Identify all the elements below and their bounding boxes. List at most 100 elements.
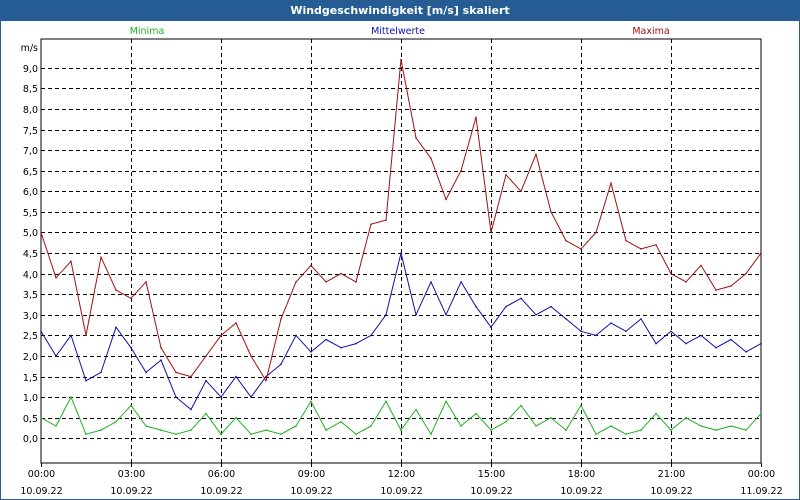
legend: Minima Mittelwerte Maxima	[130, 26, 670, 37]
data-point-mittelwerte	[520, 297, 522, 300]
data-point-mittelwerte	[115, 326, 117, 329]
data-point-minima	[445, 400, 447, 403]
wind-speed-chart: 0,0 0,5 1,0 1,5 2,0 2,5 3,0 3,5 4,0 4,5 5,0 5,5 6,0 6…	[20, 26, 783, 497]
y-tick-label: 3,0	[23, 311, 38, 322]
data-point-mittelwerte	[70, 334, 72, 337]
x-tick-date: 10.09.22	[650, 486, 692, 497]
data-point-mittelwerte	[460, 281, 462, 283]
data-point-mittelwerte	[85, 379, 87, 382]
data-point-maxima	[640, 248, 642, 250]
data-point-maxima	[370, 223, 372, 225]
data-point-maxima	[460, 169, 462, 172]
data-point-maxima	[70, 260, 72, 263]
data-point-maxima	[760, 252, 762, 254]
series-line-mittelwerte	[40, 252, 762, 410]
data-point-maxima	[340, 272, 342, 275]
data-point-mittelwerte	[505, 305, 507, 308]
x-tick-date: 11.09.22	[740, 486, 782, 497]
data-point-minima	[205, 412, 207, 415]
data-point-mittelwerte	[220, 396, 222, 398]
data-point-mittelwerte	[550, 305, 552, 308]
data-point-minima	[625, 433, 627, 436]
y-tick-label: 2,0	[23, 352, 38, 363]
y-tick-label: 2,5	[23, 331, 38, 342]
y-tick-label: 1,0	[23, 393, 38, 404]
data-point-mittelwerte	[490, 326, 492, 329]
x-tick-time: 00:00	[28, 469, 55, 480]
y-tick-label: 8,0	[23, 105, 38, 116]
x-tick-date: 10.09.22	[380, 486, 422, 497]
data-point-mittelwerte	[745, 351, 747, 353]
data-point-minima	[400, 429, 402, 431]
data-point-minima	[460, 425, 462, 427]
data-point-mittelwerte	[280, 363, 282, 366]
data-point-maxima	[430, 157, 432, 160]
data-point-maxima	[655, 244, 657, 246]
series-lines	[40, 58, 762, 436]
data-point-minima	[505, 421, 507, 423]
data-point-minima	[235, 416, 237, 419]
data-point-maxima	[385, 219, 387, 221]
data-point-mittelwerte	[340, 346, 342, 349]
data-point-minima	[55, 425, 57, 427]
y-tick-label: 5,5	[23, 208, 38, 219]
data-point-maxima	[235, 322, 237, 324]
data-point-mittelwerte	[40, 330, 42, 333]
data-point-minima	[430, 433, 432, 436]
data-point-minima	[385, 400, 387, 403]
data-point-mittelwerte	[670, 330, 672, 333]
data-point-mittelwerte	[535, 314, 537, 316]
data-point-minima	[595, 433, 597, 436]
data-point-mittelwerte	[325, 338, 327, 341]
y-tick-label: 7,0	[23, 146, 38, 157]
x-tick-time: 00:00	[748, 469, 775, 480]
data-point-minima	[715, 429, 717, 431]
data-point-mittelwerte	[310, 351, 312, 353]
data-point-maxima	[580, 248, 582, 250]
series-line-minima	[40, 396, 762, 435]
data-point-maxima	[445, 198, 447, 201]
data-point-mittelwerte	[130, 346, 132, 349]
data-point-maxima	[100, 256, 102, 258]
data-point-minima	[190, 429, 192, 431]
y-tick-label: 0,0	[23, 434, 38, 445]
data-point-mittelwerte	[730, 338, 732, 341]
x-tick-time: 06:00	[208, 469, 235, 480]
data-point-minima	[130, 404, 132, 407]
data-point-maxima	[265, 379, 267, 382]
y-tick-label: 9,0	[23, 64, 38, 75]
data-point-mittelwerte	[655, 342, 657, 345]
data-point-maxima	[85, 334, 87, 337]
data-point-minima	[145, 425, 147, 427]
y-tick-label: 7,5	[23, 126, 38, 137]
data-point-mittelwerte	[610, 322, 612, 324]
data-point-mittelwerte	[295, 334, 297, 337]
y-tick-label: 0,5	[23, 414, 38, 425]
data-point-maxima	[40, 231, 42, 234]
x-tick-time: 21:00	[658, 469, 685, 480]
data-point-minima	[490, 429, 492, 431]
data-point-minima	[610, 425, 612, 427]
axes: 0,0 0,5 1,0 1,5 2,0 2,5 3,0 3,5 4,0 4,5 5,0 5,5 6,0 6…	[20, 38, 783, 497]
data-point-maxima	[685, 281, 687, 283]
y-tick-label: 4,5	[23, 249, 38, 260]
data-point-minima	[70, 396, 72, 398]
data-point-maxima	[250, 355, 252, 357]
y-tick-label: 4,0	[23, 270, 38, 281]
data-point-mittelwerte	[640, 318, 642, 320]
data-point-maxima	[400, 58, 402, 61]
x-tick-time: 03:00	[118, 469, 145, 480]
data-point-maxima	[220, 334, 222, 337]
y-tick-label: 6,0	[23, 187, 38, 198]
data-point-mittelwerte	[580, 330, 582, 333]
data-point-minima	[520, 404, 522, 407]
data-point-minima	[685, 416, 687, 419]
data-point-mittelwerte	[160, 359, 162, 361]
data-point-maxima	[190, 375, 192, 378]
chart-title: Windgeschwindigkeit [m/s] skaliert	[1, 1, 799, 21]
data-point-minima	[745, 429, 747, 431]
data-point-minima	[700, 425, 702, 427]
legend-entry-mittelwerte: Mittelwerte	[371, 26, 425, 37]
data-point-minima	[475, 412, 477, 415]
